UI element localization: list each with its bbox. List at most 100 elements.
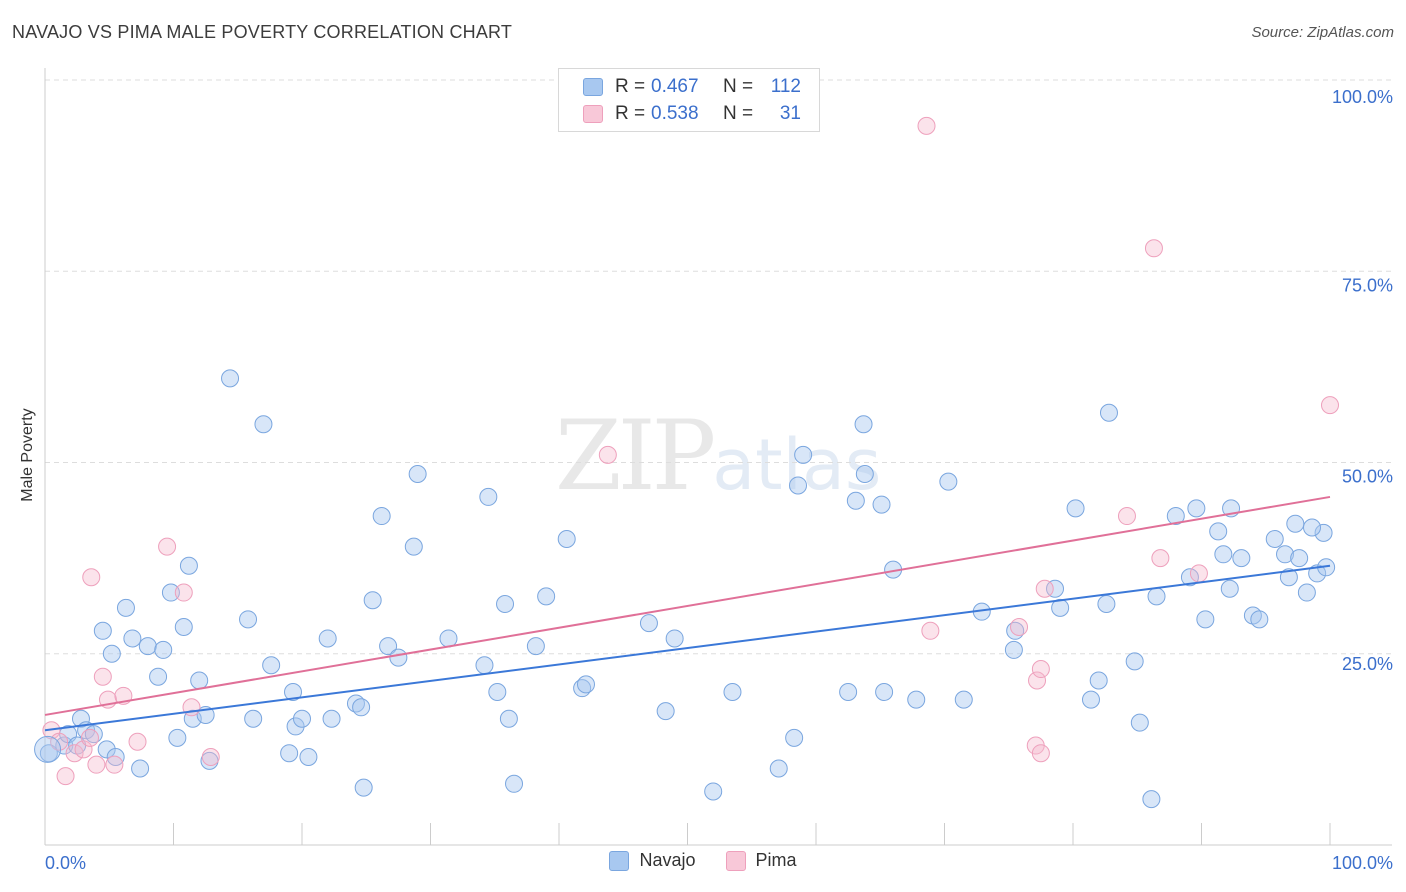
y-tick-label: 50.0% [1342, 467, 1393, 487]
pima-point [80, 728, 99, 747]
navajo-point [71, 709, 90, 728]
navajo-swatch [583, 78, 603, 96]
r-label: R = [615, 103, 646, 124]
n-label: N = [723, 103, 754, 124]
pima-point [1031, 660, 1050, 679]
navajo-point [1066, 499, 1085, 518]
navajo-point [1180, 568, 1199, 587]
r-label: R = [615, 76, 646, 97]
navajo-point [97, 740, 116, 759]
navajo-point [354, 778, 373, 797]
navajo-point [389, 648, 408, 667]
navajo-point [106, 748, 125, 767]
pima-point [93, 667, 112, 686]
navajo-point [280, 744, 299, 763]
navajo-point [855, 464, 874, 483]
navajo-point [286, 717, 305, 736]
navajo-point [352, 698, 371, 717]
y-tick-label: 100.0% [1332, 87, 1393, 107]
navajo-point [875, 683, 894, 701]
navajo-point [1286, 514, 1305, 533]
navajo-point [1142, 790, 1161, 809]
pima-trend-line [44, 495, 1331, 716]
navajo-point [785, 728, 804, 747]
navajo-point [1125, 652, 1144, 671]
navajo-point [907, 690, 926, 709]
navajo-point [769, 759, 788, 778]
navajo-point [322, 709, 341, 728]
navajo-point [34, 735, 62, 763]
navajo-legend-swatch [609, 850, 630, 871]
navajo-point [794, 445, 813, 464]
navajo-point [557, 530, 576, 548]
pima-point [174, 583, 193, 602]
pima-point [128, 732, 147, 751]
pima-point [1151, 549, 1170, 568]
navajo-point [839, 683, 858, 701]
navajo-point [789, 476, 808, 495]
navajo-point [154, 640, 173, 659]
legend-item-pima: Pima [725, 850, 797, 871]
legend-label: Pima [755, 850, 797, 870]
pima-point [65, 744, 84, 763]
stats-legend-pima: R = 0.538 N = 31 [583, 101, 801, 127]
navajo-point [479, 487, 498, 506]
pima-point [917, 116, 936, 135]
navajo-point [1081, 690, 1100, 709]
pima-point [56, 767, 75, 786]
y-tick-label: 25.0% [1342, 654, 1393, 674]
navajo-point [499, 709, 518, 728]
n-value: 31 [779, 103, 801, 124]
navajo-point [1290, 549, 1309, 568]
pima-point [921, 621, 940, 640]
navajo-point [1097, 595, 1116, 614]
navajo-point [872, 495, 891, 514]
stats-legend-navajo: R = 0.467 N = 112 [583, 74, 801, 100]
navajo-point [363, 591, 382, 610]
navajo-point [639, 614, 658, 633]
pima-point [1031, 744, 1050, 763]
navajo-point [1004, 640, 1023, 659]
navajo-point [284, 683, 303, 701]
navajo-point [299, 748, 318, 767]
chart-title: NAVAJO VS PIMA MALE POVERTY CORRELATION … [12, 22, 513, 42]
navajo-point [1089, 671, 1108, 690]
legend-item-navajo: Navajo [609, 850, 696, 871]
navajo-point [723, 683, 742, 701]
stats-legend: R = 0.467 N = 112 R = 0.538 N = 31 [558, 68, 820, 132]
navajo-point [704, 782, 723, 801]
navajo-point [1232, 549, 1251, 568]
navajo-point [1209, 522, 1228, 541]
navajo-point [1046, 579, 1065, 598]
navajo-point [1303, 518, 1322, 537]
navajo-point [318, 629, 337, 648]
navajo-point [1297, 583, 1316, 602]
pima-point [1035, 579, 1054, 598]
series-legend: Navajo Pima [0, 850, 1406, 871]
navajo-point [379, 637, 398, 656]
navajo-point [1147, 587, 1166, 606]
navajo-point [123, 629, 142, 648]
navajo-point [221, 369, 240, 388]
legend-label: Navajo [639, 850, 696, 870]
navajo-point [1130, 713, 1149, 732]
navajo-point [404, 537, 423, 556]
navajo-point [93, 621, 112, 640]
navajo-point [496, 595, 515, 614]
navajo-point [239, 610, 258, 629]
navajo-point [475, 656, 494, 675]
navajo-point [179, 556, 198, 575]
pima-point [1321, 396, 1339, 415]
navajo-point [1279, 568, 1298, 587]
navajo-point [372, 507, 391, 526]
navajo-point [1308, 564, 1327, 583]
navajo-point [1099, 403, 1118, 422]
pima-point [74, 740, 93, 759]
navajo-point [408, 464, 427, 483]
pima-swatch [583, 105, 603, 123]
r-value: 0.538 [651, 103, 699, 124]
pima-point [105, 755, 124, 774]
n-label: N = [723, 76, 754, 97]
n-value: 112 [770, 76, 801, 97]
pima-legend-swatch [725, 850, 746, 871]
